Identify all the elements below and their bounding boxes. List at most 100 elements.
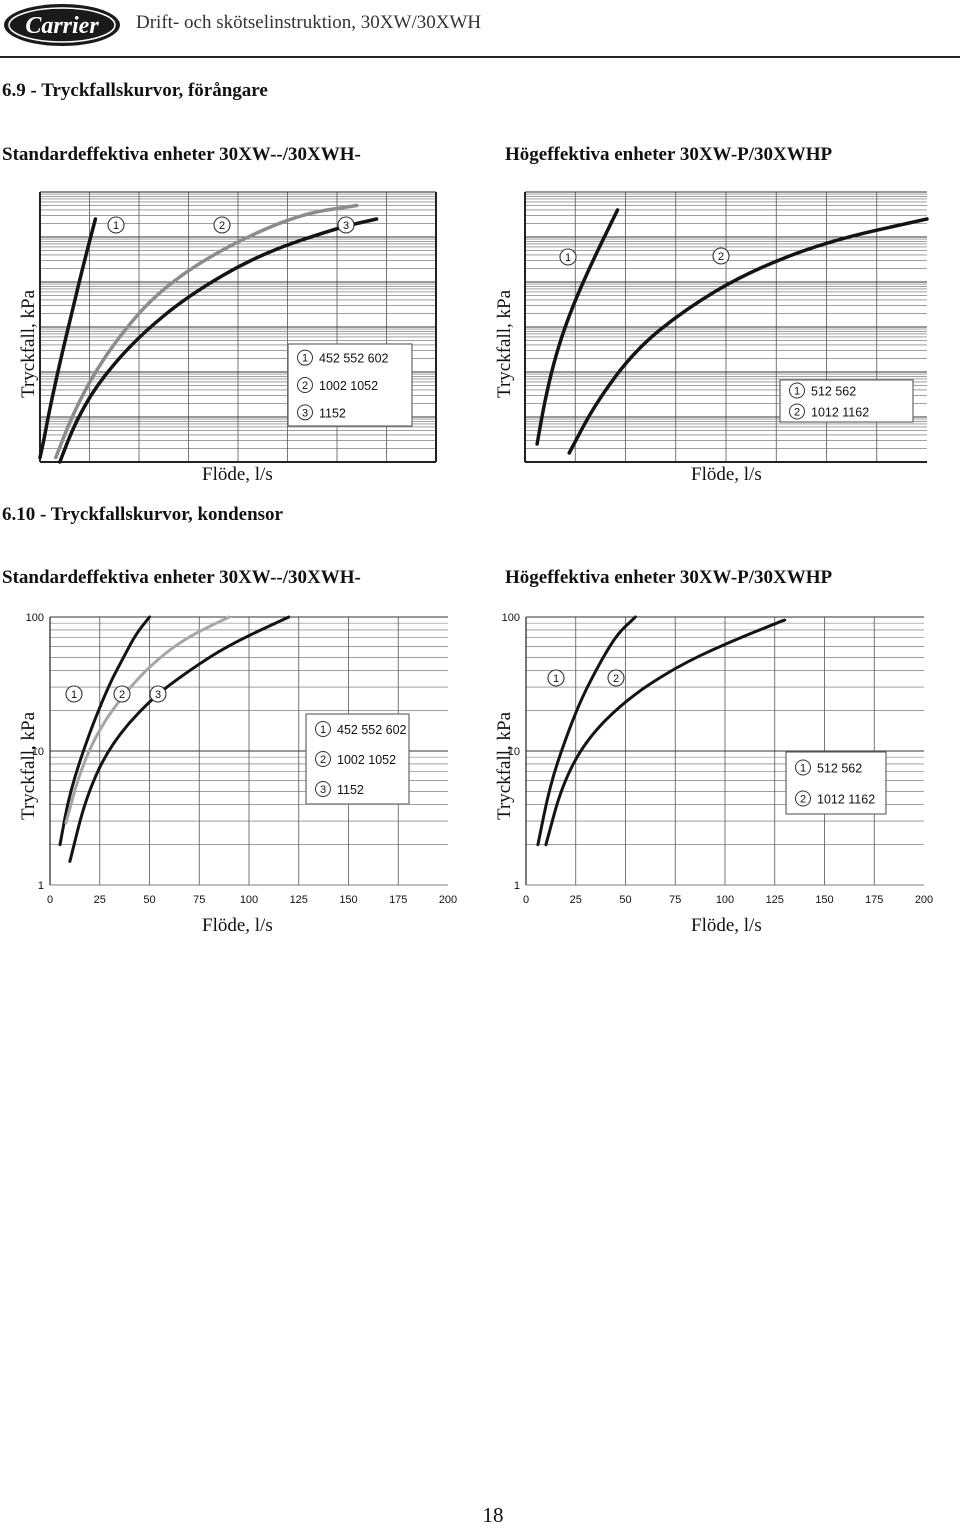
legend-marker-label: 2 xyxy=(320,754,326,766)
curve-marker-label: 2 xyxy=(219,220,225,232)
x-tick-label: 75 xyxy=(669,894,681,906)
legend-entry-text: 1152 xyxy=(337,783,364,797)
ylabel-cond-standard: Tryckfall, kPa xyxy=(18,711,39,820)
curve-marker-1 xyxy=(547,669,565,687)
x-tick-label: 125 xyxy=(290,894,308,906)
section-title-evaporator: 6.9 - Tryckfallskurvor, förångare xyxy=(2,80,268,101)
curve-marker-label: 2 xyxy=(119,689,125,701)
x-tick-label: 25 xyxy=(570,894,582,906)
curve-marker-2 xyxy=(607,669,625,687)
ylabel-cond-high: Tryckfall, kPa xyxy=(494,711,515,820)
legend-marker-1 xyxy=(789,382,805,399)
x-tick-label: 150 xyxy=(339,894,357,906)
section-title-condenser: 6.10 - Tryckfallskurvor, kondensor xyxy=(2,504,283,525)
page-header: Carrier Drift- och skötselinstruktion, 3… xyxy=(0,0,960,58)
legend-entry-text: 1152 xyxy=(319,406,346,420)
series-line-1 xyxy=(38,217,98,460)
chart-evap-high: 1 2 1 512 562 2 1012 1162 xyxy=(524,191,929,463)
xlabel-evap-standard: Flöde, l/s xyxy=(202,464,273,485)
subtitle-evap-standard: Standardeffektiva enheter 30XW--/30XWH- xyxy=(2,144,361,165)
legend-entry-text: 452 552 602 xyxy=(337,723,407,737)
x-tick-label: 100 xyxy=(716,894,734,906)
legend-marker-label: 2 xyxy=(794,407,800,419)
legend-marker-label: 3 xyxy=(320,784,326,796)
chart-cond-high: 0 25 50 75 100 125 150 175 200 1 10 100 1 2 1 512 562 2 1… xyxy=(502,612,934,906)
series-line-1 xyxy=(536,615,637,847)
x-tick-label: 100 xyxy=(240,894,258,906)
page-number: 18 xyxy=(482,1503,504,1527)
legend-marker-label: 3 xyxy=(302,407,308,419)
series-line-2 xyxy=(54,203,359,460)
curve-marker-label: 3 xyxy=(343,220,349,232)
ylabel-evap-standard: Tryckfall, kPa xyxy=(18,289,39,398)
y-tick-label: 10 xyxy=(32,746,44,758)
curve-marker-3 xyxy=(149,685,167,703)
curve-marker-label: 3 xyxy=(155,689,161,701)
y-tick-label: 1 xyxy=(38,880,44,892)
legend-marker-2 xyxy=(315,751,331,767)
legend-marker-label: 1 xyxy=(302,353,308,365)
curve-marker-1 xyxy=(107,216,125,234)
legend-entry-text: 512 562 xyxy=(817,762,862,776)
legend-marker-2 xyxy=(297,377,313,393)
series-line-2 xyxy=(64,615,231,825)
legend-marker-2 xyxy=(789,403,805,420)
x-tick-label: 125 xyxy=(766,894,784,906)
legend-entry-text: 512 562 xyxy=(811,385,856,399)
subtitle-evap-high: Högeffektiva enheter 30XW-P/30XWHP xyxy=(505,144,833,165)
legend-entry-text: 1012 1162 xyxy=(817,793,875,807)
x-tick-label: 175 xyxy=(865,894,883,906)
xlabel-cond-standard: Flöde, l/s xyxy=(202,915,273,936)
curve-marker-label: 1 xyxy=(565,252,571,264)
header-divider xyxy=(0,56,960,58)
x-tick-label: 0 xyxy=(47,894,53,906)
legend-marker-1 xyxy=(297,349,313,366)
svg-text:Carrier: Carrier xyxy=(25,13,99,39)
x-tick-label: 175 xyxy=(389,894,407,906)
series-line-2 xyxy=(567,217,929,455)
curve-marker-2 xyxy=(113,685,131,703)
ylabel-evap-high: Tryckfall, kPa xyxy=(494,289,515,398)
curve-marker-label: 1 xyxy=(113,220,119,232)
y-tick-label: 100 xyxy=(26,612,44,624)
x-tick-label: 25 xyxy=(94,894,106,906)
x-tick-label: 50 xyxy=(143,894,155,906)
legend-marker-3 xyxy=(315,781,331,797)
y-tick-label: 10 xyxy=(508,746,520,758)
curve-marker-2 xyxy=(712,247,730,265)
x-tick-label: 150 xyxy=(815,894,833,906)
legend-entry-text: 452 552 602 xyxy=(319,352,389,366)
legend-marker-label: 2 xyxy=(800,794,806,806)
series-line-3 xyxy=(68,615,291,863)
x-tick-label: 200 xyxy=(915,894,933,906)
curve-marker-1 xyxy=(559,248,577,266)
legend-entry-text: 1012 1162 xyxy=(811,406,869,420)
curve-marker-label: 2 xyxy=(718,251,724,263)
curve-marker-3 xyxy=(337,216,355,234)
legend-marker-1 xyxy=(795,759,811,776)
series-line-1 xyxy=(58,615,151,847)
series-line-1 xyxy=(535,208,620,446)
x-tick-label: 75 xyxy=(193,894,205,906)
legend-marker-label: 1 xyxy=(794,386,800,398)
legend-marker-1 xyxy=(315,721,331,737)
x-tick-label: 200 xyxy=(439,894,457,906)
legend-marker-3 xyxy=(297,404,313,421)
x-tick-label: 0 xyxy=(523,894,529,906)
xlabel-evap-high: Flöde, l/s xyxy=(691,464,762,485)
subtitle-cond-high: Högeffektiva enheter 30XW-P/30XWHP xyxy=(505,567,833,588)
series-line-2 xyxy=(544,618,787,847)
legend-marker-label: 1 xyxy=(320,724,326,736)
legend-marker-2 xyxy=(795,790,811,807)
x-tick-label: 50 xyxy=(619,894,631,906)
y-tick-label: 100 xyxy=(502,612,520,624)
curve-marker-label: 2 xyxy=(613,673,619,685)
legend-marker-label: 1 xyxy=(800,763,806,775)
chart-cond-standard: 0 25 50 75 100 125 150 175 200 1 10 100 1 2 3 1 452 552 … xyxy=(26,612,458,906)
carrier-logo: Carrier xyxy=(4,4,120,46)
subtitle-cond-standard: Standardeffektiva enheter 30XW--/30XWH- xyxy=(2,567,361,588)
curve-marker-label: 1 xyxy=(553,673,559,685)
chart-evap-standard: 1 2 3 1 452 552 602 2 1002 1052 3 1152 xyxy=(38,191,437,464)
document-title: Drift- och skötselinstruktion, 30XW/30XW… xyxy=(136,12,482,33)
curve-marker-label: 1 xyxy=(71,689,77,701)
